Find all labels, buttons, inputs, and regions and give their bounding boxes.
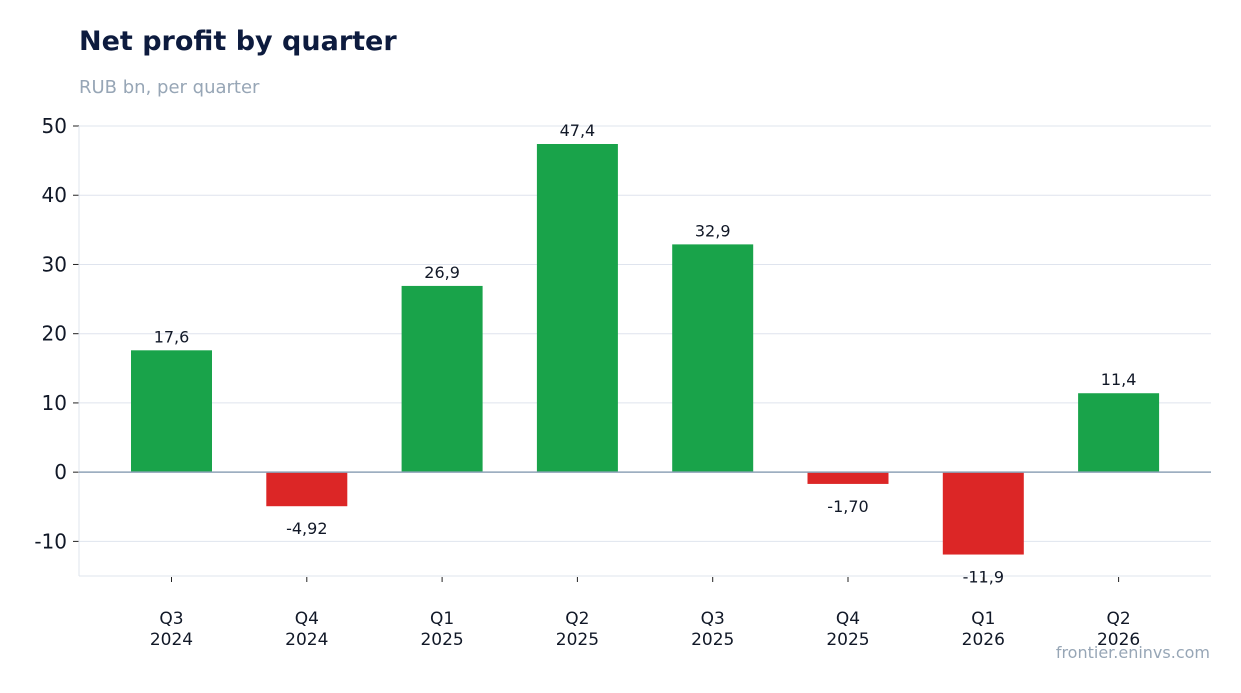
bar (1078, 393, 1160, 473)
y-tick-label: 30 (42, 252, 67, 276)
x-tick-label: Q1 (971, 609, 995, 629)
bar (266, 472, 348, 507)
x-tick-label: 2024 (285, 630, 328, 650)
bar (942, 472, 1024, 555)
bar (401, 285, 483, 473)
data-label: 17,6 (154, 327, 190, 346)
x-tick-label: 2025 (691, 630, 734, 650)
y-tick-label: 10 (42, 391, 67, 415)
bar (536, 144, 618, 473)
data-label: 47,4 (560, 121, 596, 140)
x-tick-label: Q1 (430, 609, 454, 629)
data-label: -1,70 (827, 497, 868, 516)
chart-subtitle: RUB bn, per quarter (79, 77, 260, 98)
chart-title: Net profit by quarter (79, 26, 397, 57)
x-tick-label: 2025 (826, 630, 869, 650)
x-tick-label: 2024 (150, 630, 193, 650)
x-tick-label: 2026 (962, 630, 1005, 650)
y-tick-label: -10 (34, 529, 67, 553)
data-label: 26,9 (424, 263, 460, 282)
x-tick-label: Q4 (836, 609, 860, 629)
x-tick-label: Q2 (1106, 609, 1130, 629)
bar (807, 472, 889, 484)
y-tick-label: 40 (42, 183, 67, 207)
x-tick-label: Q3 (701, 609, 725, 629)
x-tick-label: 2025 (556, 630, 599, 650)
data-label: 11,4 (1101, 370, 1137, 389)
x-tick-label: Q2 (565, 609, 589, 629)
x-tick-label: Q3 (159, 609, 183, 629)
data-label: 32,9 (695, 221, 731, 240)
x-tick-label: Q4 (295, 609, 319, 629)
y-tick-label: 0 (54, 460, 67, 484)
x-tick-label: 2026 (1097, 630, 1140, 650)
x-tick-label: 2025 (420, 630, 463, 650)
bar (672, 244, 754, 473)
data-label: -4,92 (286, 519, 327, 538)
y-tick-label: 50 (42, 114, 67, 138)
y-tick-label: 20 (42, 322, 67, 346)
bar (131, 350, 212, 473)
source-label: frontier.eninvs.com (1055, 643, 1210, 662)
